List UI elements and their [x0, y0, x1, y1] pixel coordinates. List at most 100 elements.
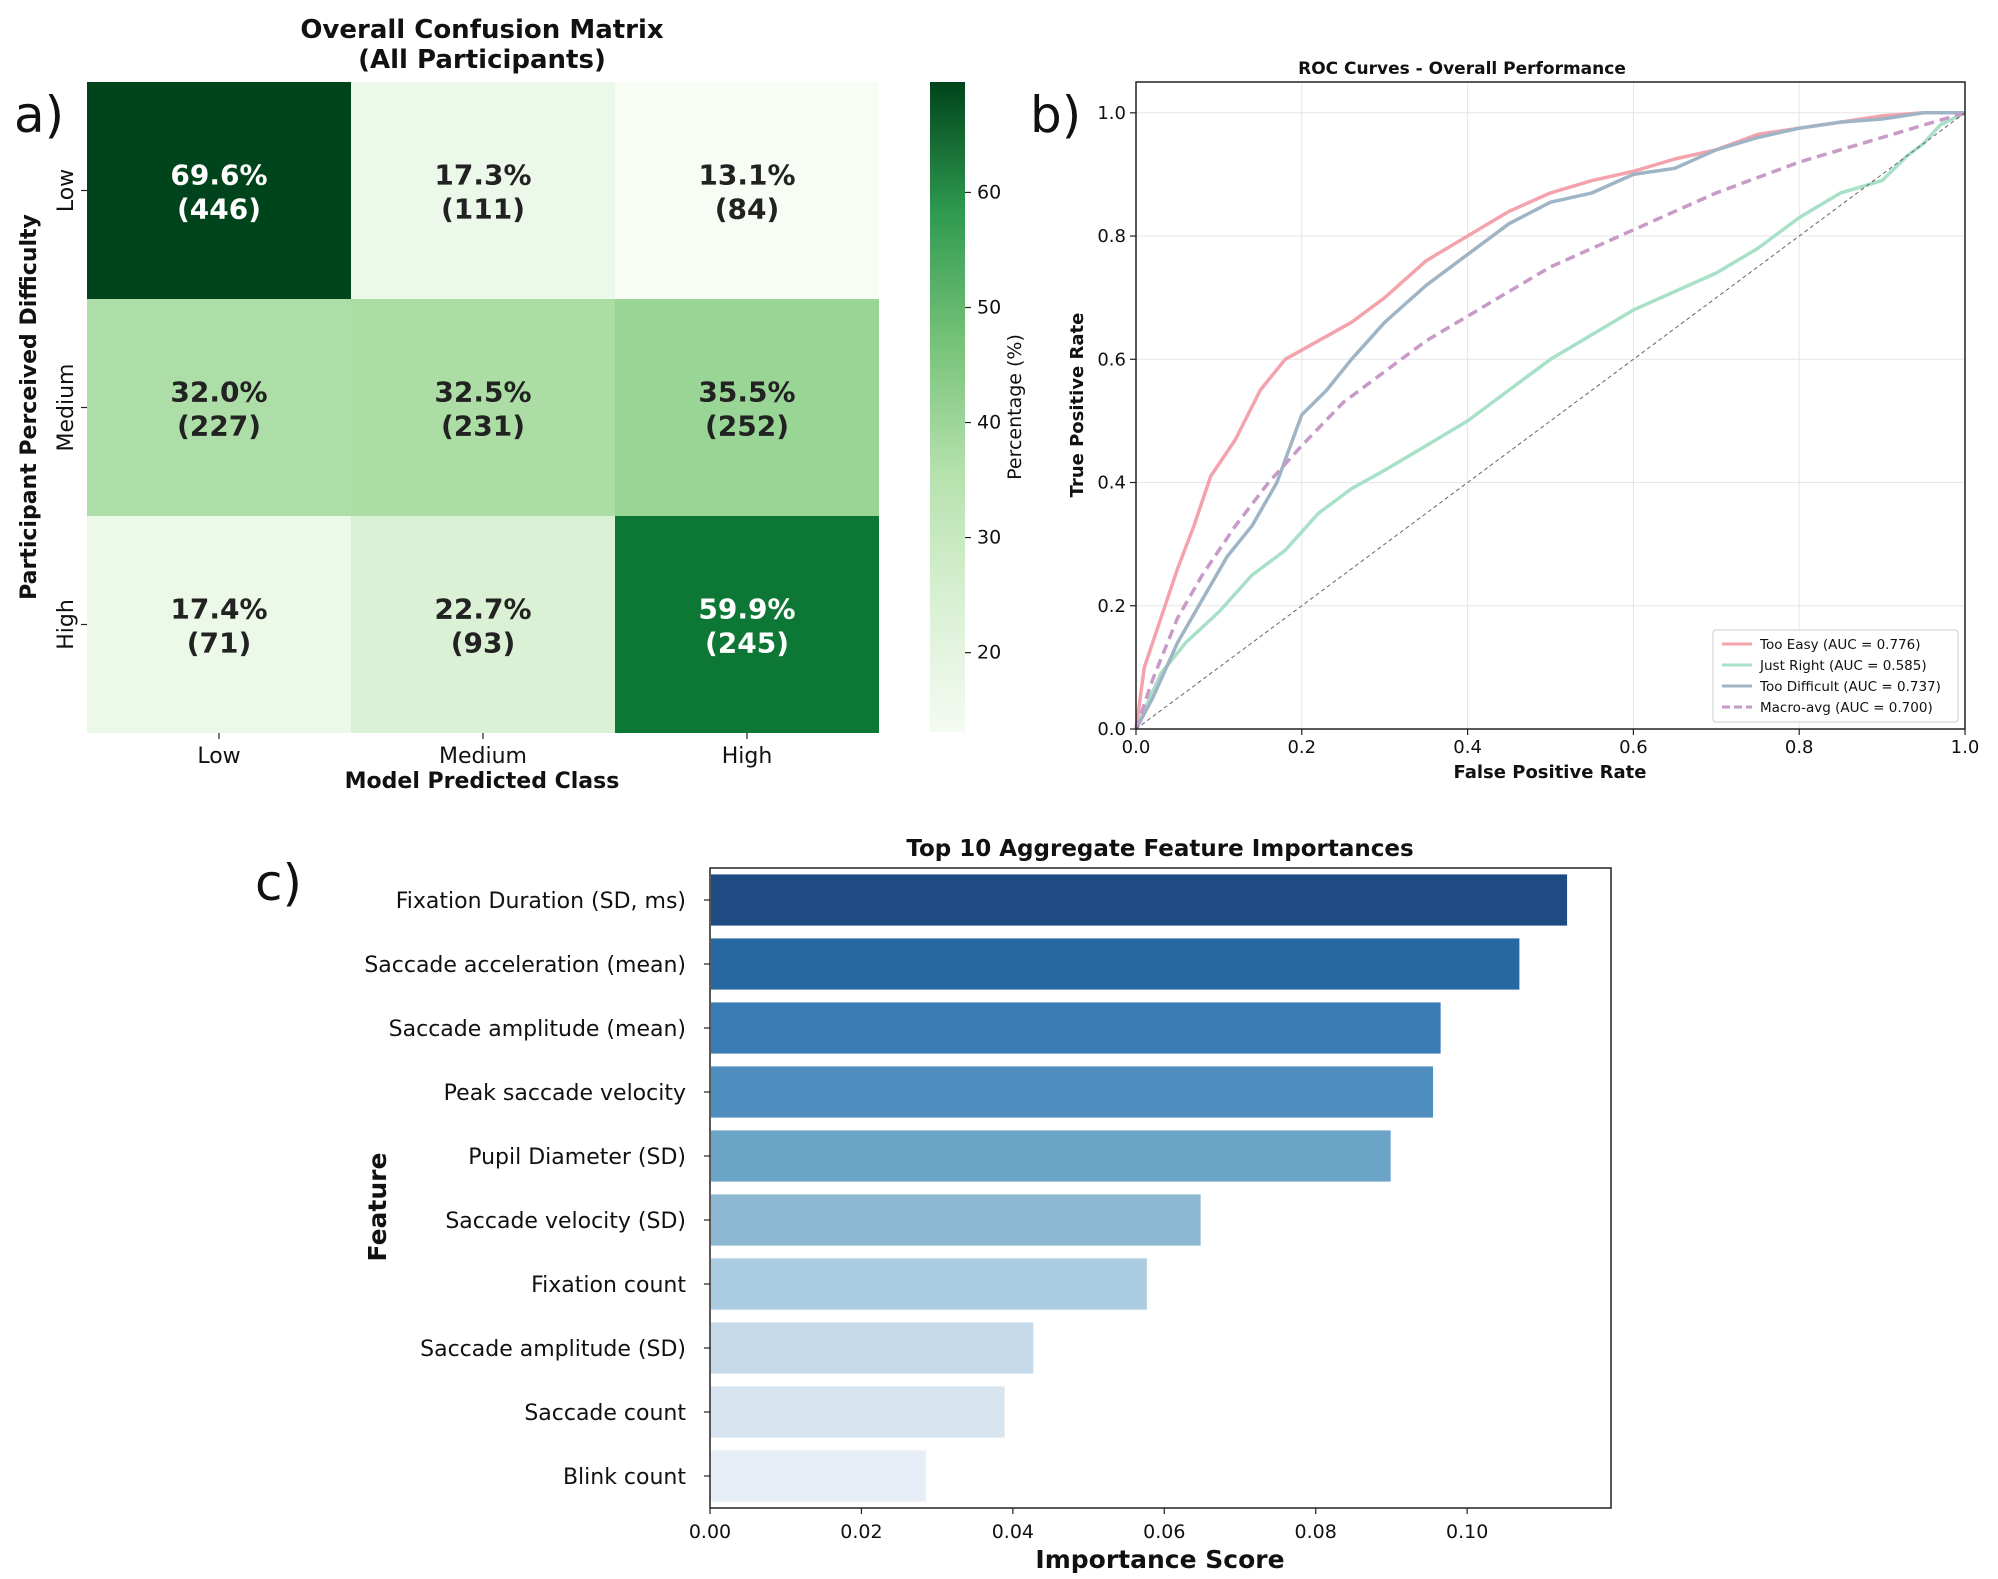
bar-title: Top 10 Aggregate Feature Importances — [906, 836, 1413, 862]
panel-label-a: a) — [14, 86, 64, 144]
colorbar-tick-label: 30 — [977, 527, 1001, 549]
roc-x-tick-label: 0.4 — [1453, 737, 1482, 758]
bar-x-ticks: 0.00 0.02 0.04 0.06 0.08 0.10 — [689, 1508, 1488, 1543]
roc-y-tick-label: 0.6 — [1097, 349, 1126, 370]
heatmap-x-axis-title: Model Predicted Class — [345, 769, 620, 794]
roc-y-tick-label: 0.8 — [1097, 226, 1126, 247]
bar-6 — [711, 1258, 1147, 1310]
heatmap-cell-pct-label: 22.7% — [434, 593, 531, 626]
heatmap-cell-pct-label: 13.1% — [698, 159, 795, 192]
roc-legend-label: Just Right (AUC = 0.585) — [1759, 658, 1927, 674]
roc-legend-label: Too Difficult (AUC = 0.737) — [1759, 679, 1941, 695]
roc-legend-label: Macro-avg (AUC = 0.700) — [1760, 700, 1933, 716]
roc-x-tick-label: 0.6 — [1619, 737, 1648, 758]
roc-y-tick-label: 0.2 — [1097, 596, 1126, 617]
roc-series-line-1 — [1134, 111, 1966, 730]
roc-plot-frame — [1135, 81, 1966, 730]
heatmap-cell-1-1 — [351, 299, 615, 516]
heatmap-cell-2-1 — [351, 516, 615, 733]
heatmap-cell-0-2 — [615, 82, 879, 299]
bar-x-axis-title: Importance Score — [1035, 1545, 1284, 1574]
roc-series-line-2 — [1134, 111, 1965, 730]
roc-y-tick-label: 1.0 — [1097, 103, 1126, 124]
heatmap-cell-pct-label: 69.6% — [170, 159, 267, 192]
heatmap-cell-count-label: (111) — [441, 193, 525, 226]
heatmap-x-ticks: Low Medium High — [197, 733, 772, 769]
bar-4 — [711, 1130, 1391, 1182]
confusion-matrix-heatmap: Overall Confusion Matrix (All Participan… — [17, 15, 1026, 794]
bar-9 — [711, 1450, 926, 1502]
heatmap-subtitle: (All Participants) — [358, 45, 606, 75]
heatmap-cell-count-label: (84) — [715, 193, 780, 226]
heatmap-cell-1-0 — [87, 299, 351, 516]
heatmap-cell-count-label: (71) — [187, 627, 252, 660]
bar-category-label: Fixation Duration (SD, ms) — [396, 889, 686, 914]
heatmap-x-tick-label: High — [722, 744, 773, 769]
bar-0 — [711, 874, 1568, 926]
bar-3 — [711, 1066, 1434, 1118]
colorbar — [930, 82, 965, 732]
heatmap-cells: 69.6%(446) 17.3%(111) 13.1%(84) 32.0%(227) 3… — [87, 82, 879, 733]
heatmap-cell-0-1 — [351, 82, 615, 299]
roc-y-ticks: 0.0 0.2 0.4 0.6 0.8 1.0 — [1097, 103, 1136, 740]
heatmap-cell-1-2 — [615, 299, 879, 516]
bar-x-tick-label: 0.08 — [1295, 1521, 1337, 1543]
heatmap-cell-pct-label: 17.4% — [170, 593, 267, 626]
roc-x-tick-label: 1.0 — [1951, 737, 1980, 758]
heatmap-cell-pct-label: 59.9% — [698, 593, 795, 626]
bar-category-label: Saccade velocity (SD) — [445, 1209, 686, 1234]
bar-x-tick-label: 0.02 — [840, 1521, 882, 1543]
colorbar-tick-label: 50 — [977, 296, 1001, 318]
roc-chart: ROC Curves - Overall Performance 0.0 0.2 0… — [1067, 59, 1979, 783]
bar-plot-frame — [709, 867, 1612, 1509]
roc-legend: Too Easy (AUC = 0.776) Just Right (AUC = … — [1712, 629, 1959, 723]
bar-category-label: Saccade count — [524, 1401, 686, 1426]
heatmap-cell-count-label: (93) — [451, 627, 516, 660]
roc-x-ticks: 0.0 0.2 0.4 0.6 0.8 1.0 — [1122, 729, 1980, 758]
heatmap-y-tick-label: High — [54, 599, 79, 650]
bar-7 — [711, 1322, 1034, 1374]
heatmap-y-tick-label: Medium — [54, 364, 79, 452]
roc-lines — [1134, 111, 1966, 730]
panel-label-b: b) — [1030, 86, 1081, 144]
heatmap-y-tick-label: Low — [54, 169, 79, 212]
bar-category-label: Saccade acceleration (mean) — [364, 953, 686, 978]
bar-category-labels: Fixation Duration (SD, ms) Saccade accele… — [364, 889, 710, 1490]
heatmap-cell-pct-label: 32.0% — [170, 376, 267, 409]
bar-y-axis-title: Feature — [363, 1153, 392, 1262]
heatmap-cell-count-label: (446) — [177, 193, 261, 226]
heatmap-cell-count-label: (231) — [441, 410, 525, 443]
bar-x-tick-label: 0.00 — [689, 1521, 731, 1543]
panel-label-c: c) — [255, 854, 302, 912]
bar-category-label: Peak saccade velocity — [444, 1081, 686, 1106]
bar-x-tick-label: 0.06 — [1143, 1521, 1185, 1543]
bar-category-label: Saccade amplitude (SD) — [420, 1337, 686, 1362]
colorbar-tick-label: 60 — [977, 181, 1001, 203]
heatmap-cell-count-label: (227) — [177, 410, 261, 443]
bar-2 — [711, 1002, 1441, 1054]
heatmap-cell-pct-label: 17.3% — [434, 159, 531, 192]
heatmap-cell-pct-label: 32.5% — [434, 376, 531, 409]
bar-x-tick-label: 0.10 — [1446, 1521, 1488, 1543]
roc-x-axis-title: False Positive Rate — [1454, 762, 1647, 783]
bar-5 — [711, 1194, 1201, 1246]
roc-legend-label: Too Easy (AUC = 0.776) — [1759, 637, 1921, 653]
heatmap-x-tick-label: Low — [197, 744, 240, 769]
colorbar-ticks: 20 30 40 50 60 — [965, 181, 1001, 664]
bar-1 — [711, 938, 1520, 990]
roc-y-tick-label: 0.0 — [1097, 719, 1126, 740]
bar-category-label: Saccade amplitude (mean) — [389, 1017, 686, 1042]
heatmap-cell-count-label: (245) — [705, 627, 789, 660]
bar-category-label: Fixation count — [531, 1273, 686, 1298]
colorbar-tick-label: 40 — [977, 412, 1001, 434]
roc-x-tick-label: 0.8 — [1785, 737, 1814, 758]
feature-importance-chart: Top 10 Aggregate Feature Importances Fix… — [363, 836, 1612, 1574]
bar-category-label: Pupil Diameter (SD) — [468, 1145, 686, 1170]
colorbar-tick-label: 20 — [977, 642, 1001, 664]
roc-legend-box — [1712, 629, 1959, 723]
heatmap-cell-pct-label: 35.5% — [698, 376, 795, 409]
roc-x-tick-label: 0.0 — [1122, 737, 1151, 758]
bar-category-label: Blink count — [563, 1465, 686, 1490]
heatmap-y-axis-title: Participant Perceived Difficulty — [17, 214, 42, 600]
